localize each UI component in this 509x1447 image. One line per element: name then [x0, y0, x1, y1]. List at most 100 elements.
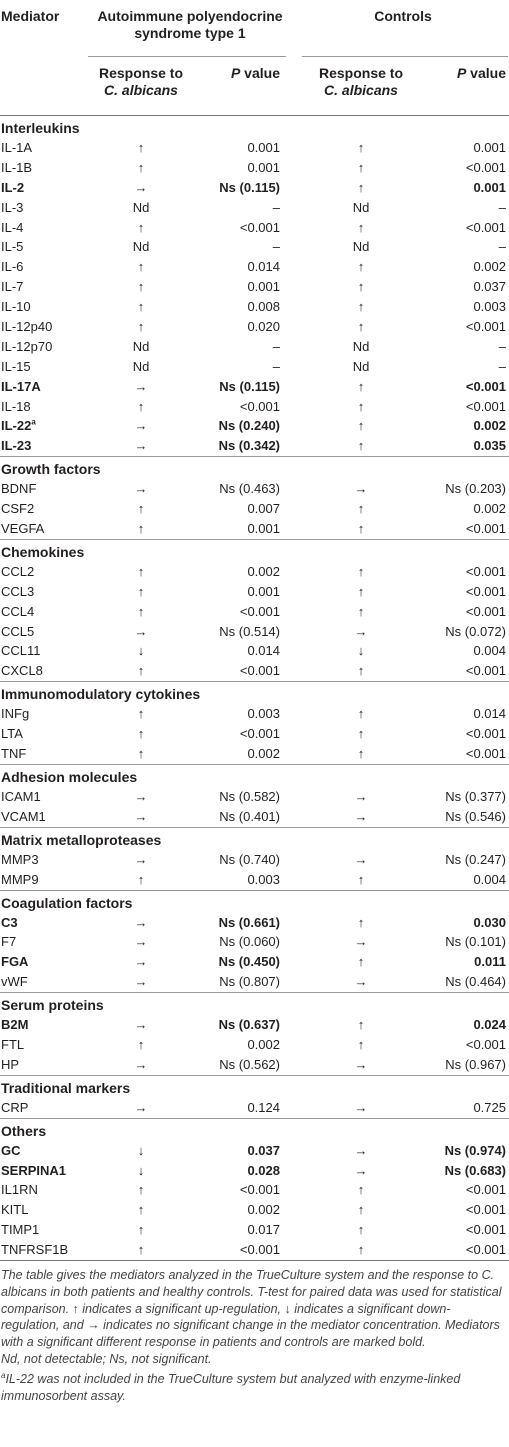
controls-pvalue-cell: 0.004: [473, 643, 506, 659]
aps-pvalue-cell: Ns (0.450): [218, 954, 280, 970]
controls-pvalue-cell: Ns (0.203): [445, 481, 506, 497]
controls-pvalue-cell: 0.001: [473, 179, 506, 195]
table-row: LTA ↑ <0.001 ↑ <0.001: [0, 724, 509, 744]
aps-response-cell: ↑: [137, 140, 145, 155]
table-row: CCL11 ↓ 0.014 ↓ 0.004: [0, 641, 509, 661]
mediator-cell: IL-22a: [1, 416, 36, 436]
controls-pvalue-cell: <0.001: [465, 1222, 506, 1238]
table-row: IL-17A → Ns (0.115) ↑ <0.001: [0, 377, 509, 397]
table-row: IL-22a → Ns (0.240) ↑ 0.002: [0, 416, 509, 436]
table-row: CSF2 ↑ 0.007 ↑ 0.002: [0, 499, 509, 519]
aps-pvalue-cell: Ns (0.342): [218, 438, 280, 454]
mediator-cell: MMP3: [1, 851, 39, 867]
table-row: TNFRSF1B ↑ <0.001 ↑ <0.001: [0, 1240, 509, 1260]
section-title: Matrix metalloproteases: [1, 831, 162, 848]
table-row: INFg ↑ 0.003 ↑ 0.014: [0, 704, 509, 724]
mediator-cell: TNF: [1, 746, 27, 762]
mediator-cell: F7: [1, 934, 17, 950]
controls-pvalue-cell: 0.011: [474, 954, 506, 970]
aps-response-cell: →: [134, 623, 148, 639]
aps-response-cell: ↑: [137, 1036, 145, 1052]
aps-pvalue-cell: 0.001: [247, 140, 280, 155]
aps-response-cell: ↑: [137, 663, 145, 679]
aps-response-cell: Nd: [132, 199, 150, 215]
table-row: BDNF → Ns (0.463) → Ns (0.203): [0, 479, 509, 499]
controls-pvalue-cell: 0.003: [473, 299, 506, 315]
controls-response-cell: ↑: [357, 603, 365, 619]
aps-response-cell: →: [134, 418, 148, 434]
aps-response-cell: ↑: [137, 398, 145, 414]
aps-response-cell: →: [134, 438, 148, 454]
table-section: Interleukins IL-1A ↑ 0.001 ↑ 0.001 IL-1B ↑ 0.001…: [0, 116, 509, 458]
aps-pvalue-cell: Ns (0.661): [218, 914, 280, 930]
controls-pvalue-cell: –: [498, 338, 506, 354]
aps-pvalue-cell: 0.001: [247, 583, 280, 599]
controls-pvalue-cell: 0.004: [473, 871, 506, 887]
table-row: IL-5 Nd – Nd –: [0, 237, 509, 257]
controls-pvalue-cell: <0.001: [465, 521, 506, 537]
aps-pvalue-cell: –: [272, 199, 280, 215]
table-section: Immunomodulatory cytokines INFg ↑ 0.003 ↑ 0.0…: [0, 682, 509, 765]
controls-response-cell: →: [354, 1056, 368, 1072]
table-row: HP → Ns (0.562) → Ns (0.967): [0, 1055, 509, 1075]
table-row: IL-6 ↑ 0.014 ↑ 0.002: [0, 257, 509, 277]
aps-pvalue-cell: <0.001: [239, 1182, 280, 1198]
table-row: VCAM1 → Ns (0.401) → Ns (0.546): [0, 807, 509, 827]
controls-response-cell: →: [354, 788, 368, 804]
controls-pvalue-cell: <0.001: [465, 1036, 506, 1052]
controls-response-cell: ↑: [357, 219, 365, 235]
header-aps: Autoimmune polyendocrine syndrome type 1: [97, 8, 283, 41]
controls-response-cell: →: [354, 481, 368, 497]
mediator-cell: VCAM1: [1, 808, 46, 824]
controls-pvalue-cell: Ns (0.247): [445, 851, 506, 867]
mediator-cell: SERPINA1: [1, 1162, 67, 1178]
controls-pvalue-cell: <0.001: [465, 746, 506, 762]
table-row: CXCL8 ↑ <0.001 ↑ <0.001: [0, 661, 509, 681]
table-row: CCL5 → Ns (0.514) → Ns (0.072): [0, 622, 509, 642]
controls-pvalue-cell: <0.001: [465, 398, 506, 414]
controls-response-cell: →: [354, 974, 368, 990]
mediator-cell: IL-6: [1, 259, 24, 275]
aps-response-cell: ↓: [137, 1142, 145, 1158]
table-row: IL-12p70 Nd – Nd –: [0, 337, 509, 357]
controls-pvalue-cell: 0.001: [473, 140, 506, 155]
mediator-cell: CSF2: [1, 501, 35, 517]
aps-pvalue-cell: Ns (0.115): [219, 378, 280, 394]
table-row: TNF ↑ 0.002 ↑ <0.001: [0, 744, 509, 764]
controls-response-cell: →: [354, 623, 368, 639]
table-row: MMP3 → Ns (0.740) → Ns (0.247): [0, 850, 509, 870]
section-title: Chemokines: [1, 543, 85, 560]
table-notes: The table gives the mediators analyzed i…: [0, 1261, 509, 1405]
section-title: Immunomodulatory cytokines: [1, 686, 201, 703]
table-row: IL-12p40 ↑ 0.020 ↑ <0.001: [0, 317, 509, 337]
controls-pvalue-cell: <0.001: [465, 603, 506, 619]
aps-response-cell: →: [134, 788, 148, 804]
controls-pvalue-cell: 0.030: [473, 914, 506, 930]
mediator-cell: VEGFA: [1, 521, 45, 537]
aps-response-cell: ↑: [137, 501, 145, 517]
aps-pvalue-cell: 0.002: [247, 746, 280, 762]
controls-response-cell: ↑: [357, 378, 365, 394]
controls-pvalue-cell: Ns (0.377): [445, 788, 506, 804]
controls-response-cell: Nd: [352, 239, 370, 255]
aps-pvalue-cell: <0.001: [239, 603, 280, 619]
mediator-cell: IL1RN: [1, 1182, 38, 1198]
controls-pvalue-cell: –: [498, 199, 506, 215]
aps-response-cell: ↑: [137, 279, 145, 295]
section-title: Adhesion molecules: [1, 768, 138, 785]
mediator-cell: B2M: [1, 1017, 29, 1033]
mediator-cell: INFg: [1, 706, 30, 722]
aps-pvalue-cell: –: [272, 358, 280, 374]
aps-pvalue-cell: <0.001: [239, 663, 280, 679]
notes-abbrev: Nd, not detectable; Ns, not significant.: [1, 1351, 212, 1366]
aps-pvalue-cell: 0.037: [247, 1142, 280, 1158]
aps-response-cell: →: [134, 1099, 148, 1115]
controls-pvalue-cell: Ns (0.683): [444, 1162, 506, 1178]
table-row: FGA → Ns (0.450) ↑ 0.011: [0, 952, 509, 972]
table-row: VEGFA ↑ 0.001 ↑ <0.001: [0, 519, 509, 539]
section-title: Interleukins: [1, 120, 80, 136]
section-title: Coagulation factors: [1, 894, 133, 911]
controls-response-cell: ↑: [357, 159, 365, 175]
controls-response-cell: →: [354, 1162, 368, 1178]
controls-response-cell: ↑: [357, 319, 365, 335]
